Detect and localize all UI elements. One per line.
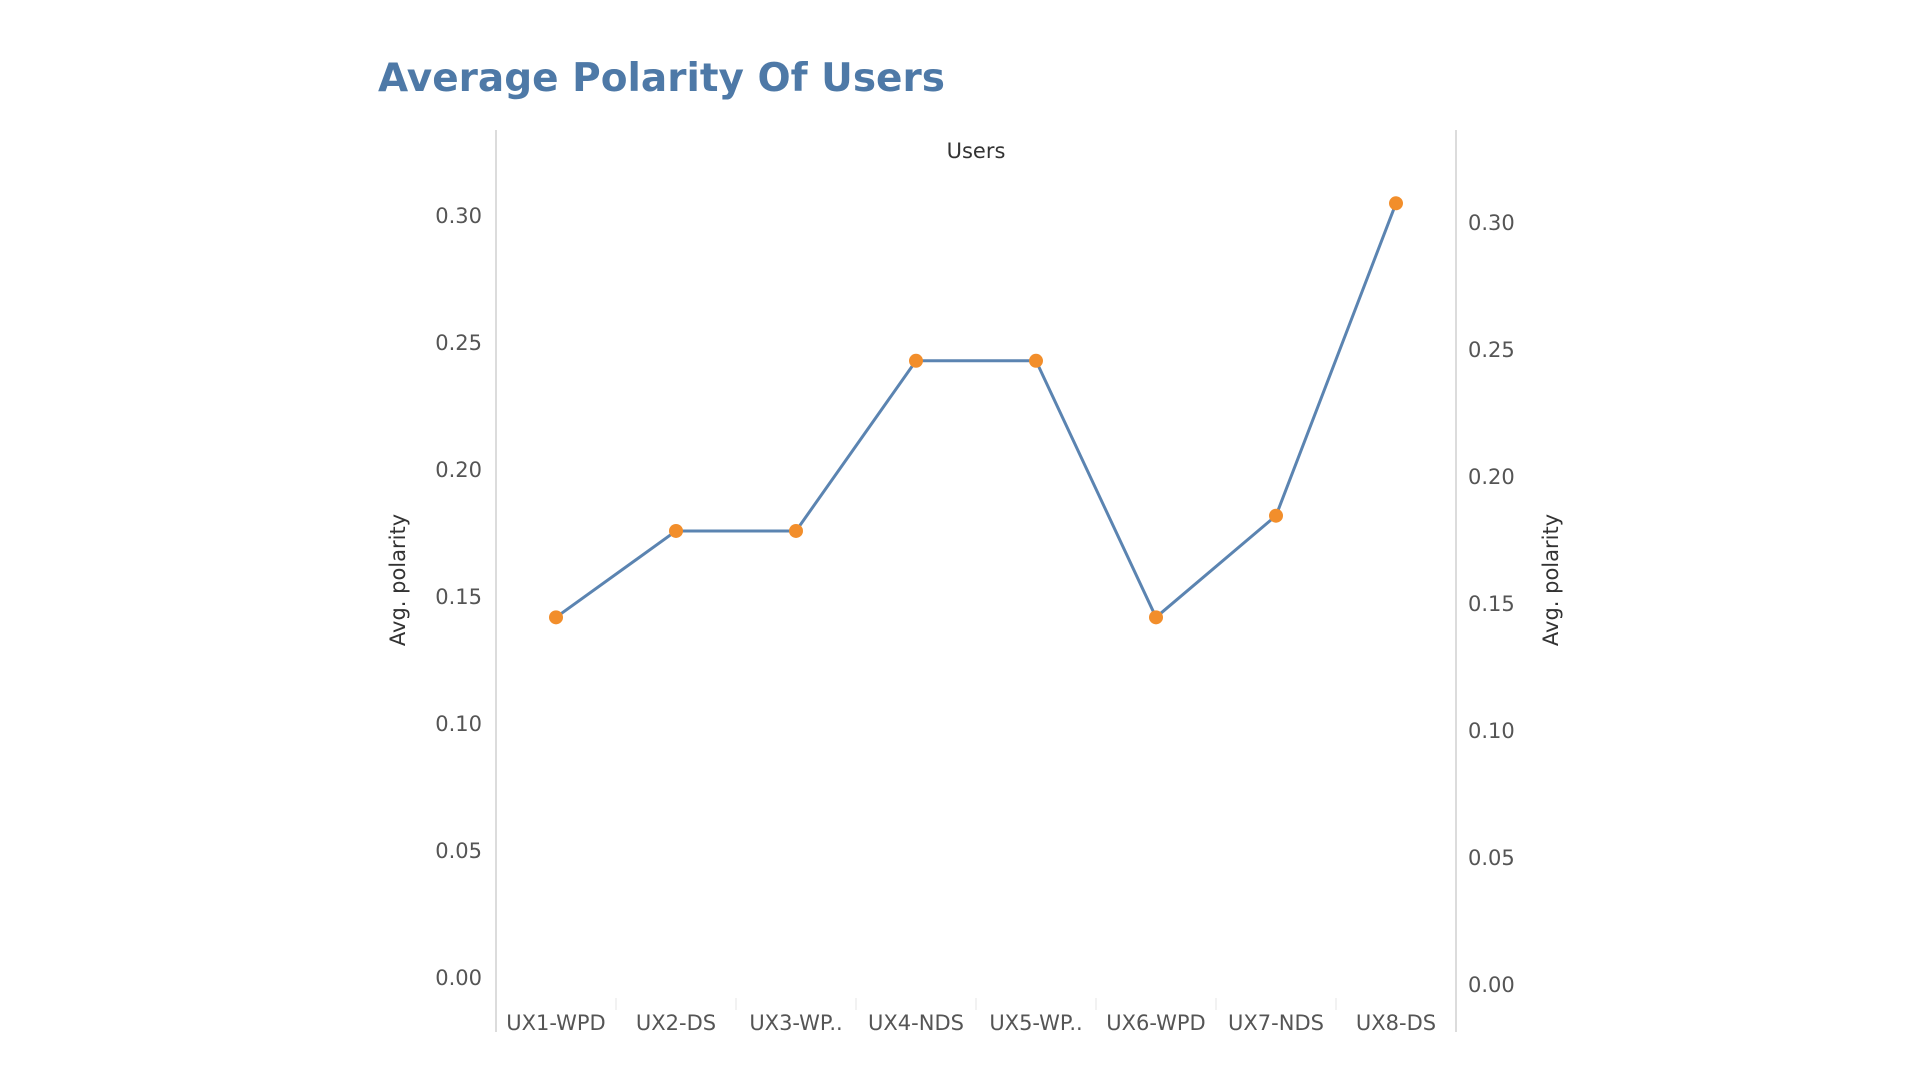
x-axis-title: Users: [947, 139, 1006, 163]
data-point: [549, 610, 563, 625]
x-tick-label: UX6-WPD: [1106, 1011, 1205, 1035]
data-point: [1149, 610, 1163, 625]
y-tick-label-right: 0.15: [1468, 592, 1515, 616]
y-tick-label-right: 0.30: [1468, 211, 1515, 235]
x-tick-label: UX2-DS: [636, 1011, 716, 1035]
y-tick-label-left: 0.10: [435, 712, 482, 736]
y-tick-label-right: 0.20: [1468, 465, 1515, 489]
data-point: [789, 523, 803, 538]
y-tick-label-right: 0.05: [1468, 846, 1515, 870]
y-tick-label-left: 0.30: [435, 204, 482, 228]
y-tick-label-right: 0.10: [1468, 719, 1515, 743]
x-tick-label: UX1-WPD: [506, 1011, 605, 1035]
y-tick-label-right: 0.00: [1468, 973, 1515, 997]
x-tick-label: UX4-NDS: [868, 1011, 964, 1035]
data-point: [1269, 508, 1283, 523]
x-tick-label: UX5-WP..: [989, 1011, 1082, 1035]
data-point: [1389, 196, 1403, 211]
y-tick-label-right: 0.25: [1468, 338, 1515, 362]
y-tick-label-left: 0.00: [435, 966, 482, 990]
y-axis-title-right: Avg. polarity: [1539, 514, 1563, 646]
y-tick-label-left: 0.15: [435, 585, 482, 609]
y-tick-label-left: 0.25: [435, 331, 482, 355]
chart-title: Average Polarity Of Users: [378, 56, 945, 101]
y-tick-label-left: 0.20: [435, 458, 482, 482]
y-tick-label-left: 0.05: [435, 839, 482, 863]
data-point: [909, 353, 923, 368]
x-tick-label: UX7-NDS: [1228, 1011, 1324, 1035]
x-tick-label: UX8-DS: [1356, 1011, 1436, 1035]
data-point: [1029, 353, 1043, 368]
series-line: [555, 202, 1398, 619]
y-axis-title-left: Avg. polarity: [386, 514, 410, 646]
x-tick-label: UX3-WP..: [749, 1011, 842, 1035]
data-point: [669, 523, 683, 538]
